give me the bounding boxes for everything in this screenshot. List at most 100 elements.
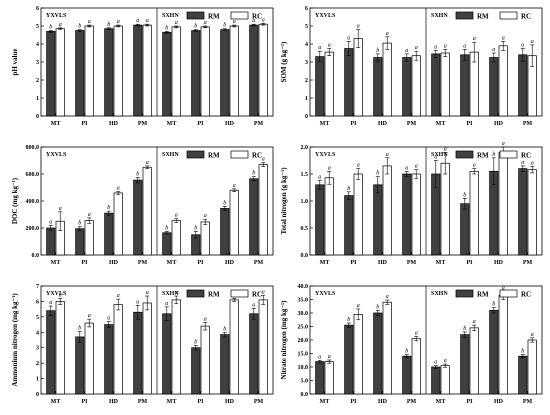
significance-letter: a <box>521 43 524 49</box>
legend-label-rm: RM <box>208 291 220 299</box>
bar-rm <box>75 30 85 117</box>
x-tick-label: HD <box>109 121 119 127</box>
bar-rm <box>315 56 325 117</box>
bar-rc <box>258 299 268 395</box>
bar-rm <box>46 31 56 117</box>
significance-letter: b <box>136 171 139 177</box>
significance-letter: a <box>146 160 149 166</box>
significance-letter: a <box>328 354 331 360</box>
x-tick-label: HD <box>225 260 235 266</box>
x-tick-label: PM <box>407 121 417 127</box>
bar-rc <box>84 25 94 117</box>
x-tick-label: PI <box>467 399 474 405</box>
significance-letter: a <box>146 290 149 296</box>
x-tick-label: PI <box>467 260 474 266</box>
significance-letter: a <box>136 18 139 24</box>
significance-letter: b <box>78 24 81 30</box>
y-tick-label: 10.0 <box>298 365 309 371</box>
significance-letter: a <box>117 293 120 299</box>
y-tick-label: 1.0 <box>301 199 309 205</box>
bar-rm <box>344 324 354 395</box>
significance-letter: b <box>347 317 350 323</box>
significance-letter: a <box>502 35 505 41</box>
bar-rm <box>518 54 528 117</box>
significance-letter: b <box>347 186 350 192</box>
y-tick-label: 3 <box>305 60 308 66</box>
bar-rc <box>258 164 268 256</box>
y-tick-label: 40.0 <box>298 284 309 290</box>
bar-rm <box>518 355 528 395</box>
x-tick-label: PM <box>138 260 148 266</box>
significance-letter: a <box>386 31 389 37</box>
bar-rc <box>382 301 392 395</box>
y-tick-label: 2 <box>36 361 39 367</box>
legend-swatch-rm <box>186 11 205 20</box>
site-label: YXVLS <box>315 291 336 297</box>
bar-rc <box>353 173 363 256</box>
bar-rc <box>113 192 123 256</box>
bar-rm <box>402 173 412 256</box>
significance-letter: a <box>434 155 437 161</box>
significance-letter: a <box>233 183 236 189</box>
bar-rc <box>498 152 508 256</box>
y-tick-label: 0.0 <box>301 253 309 259</box>
site-label: YXVLS <box>46 291 67 297</box>
bar-rc <box>229 299 239 395</box>
significance-letter: a <box>49 300 52 306</box>
bar-rc <box>258 23 268 117</box>
x-tick-label: HD <box>494 121 504 127</box>
bar-rm <box>249 313 259 395</box>
bar-rm <box>162 31 172 117</box>
y-tick-label: 0 <box>36 114 39 120</box>
y-tick-label: 4 <box>36 330 39 336</box>
significance-letter: a <box>347 35 350 41</box>
legend-swatch-rm <box>455 150 474 159</box>
x-tick-label: PM <box>138 399 148 405</box>
significance-letter: b <box>492 302 495 308</box>
significance-letter: a <box>434 360 437 366</box>
y-tick-label: 2 <box>305 78 308 84</box>
bar-rc <box>142 166 152 256</box>
x-tick-label: PI <box>198 260 205 266</box>
bar-rm <box>133 24 143 117</box>
bar-rm <box>315 184 325 256</box>
site-label: YXVLS <box>315 152 336 158</box>
legend-swatch-rm <box>455 289 474 298</box>
y-tick-label: 400.0 <box>26 199 40 205</box>
significance-letter: b <box>376 171 379 177</box>
y-axis-label: Ammonium nitrogen (mg kg⁻¹) <box>11 293 19 387</box>
y-tick-label: 800.0 <box>26 145 40 151</box>
bar-rc <box>142 302 152 395</box>
significance-letter: a <box>136 299 139 305</box>
bar-rc <box>411 338 421 395</box>
significance-letter: a <box>252 302 255 308</box>
site-label: SXHN <box>162 13 179 19</box>
significance-letter: a <box>88 313 91 319</box>
bar-rm <box>249 24 259 117</box>
bar-rm <box>104 324 114 395</box>
y-tick-label: 1 <box>305 96 308 102</box>
y-axis-label: Nitrate nitrogen (mg kg⁻¹) <box>280 300 288 380</box>
significance-letter: b <box>223 326 226 332</box>
bar-rc <box>229 189 239 256</box>
legend-label-rc: RC <box>252 291 262 299</box>
significance-letter: a <box>357 24 360 30</box>
bar-rm <box>518 168 528 256</box>
bar-rm <box>402 355 412 395</box>
significance-letter: b <box>376 48 379 54</box>
x-tick-label: PI <box>82 121 89 127</box>
bar-rm <box>133 311 143 395</box>
bar-rc <box>440 52 450 117</box>
significance-letter: a <box>502 285 505 291</box>
x-tick-label: HD <box>494 260 504 266</box>
bar-rm <box>104 28 114 117</box>
bar-rm <box>431 366 441 395</box>
site-label: SXHN <box>431 152 448 158</box>
bar-rc <box>55 28 65 117</box>
x-tick-label: MT <box>51 121 61 127</box>
bar-rm <box>46 227 56 256</box>
significance-letter: a <box>88 19 91 25</box>
x-tick-label: PM <box>254 121 264 127</box>
chart-panel-3: 0.0 200.0 400.0 600.0 800.0 DOC (mg kg⁻¹) YXVL… <box>11 145 274 266</box>
